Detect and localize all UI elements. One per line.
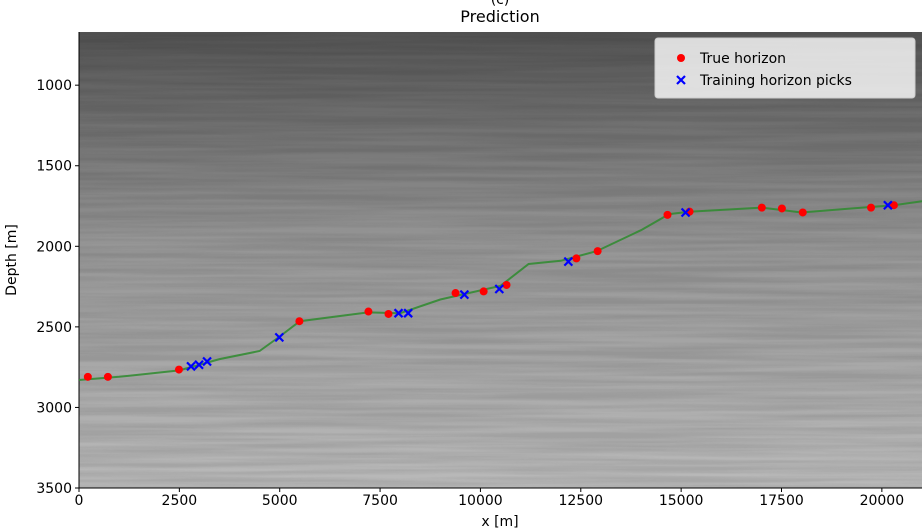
point-marker: [103, 372, 112, 381]
x-tick-label: 15000: [659, 493, 704, 509]
point-marker: [798, 208, 807, 217]
cross-marker: [459, 289, 470, 300]
point-marker: [479, 287, 488, 296]
y-tick-label: 1000: [36, 78, 72, 94]
cross-marker: [494, 284, 505, 294]
y-axis-label: Depth [m]: [4, 224, 20, 296]
point-marker: [384, 309, 393, 318]
legend-box: [654, 37, 916, 99]
cross-marker: [883, 200, 893, 210]
x-tick-label: 10000: [458, 493, 503, 509]
legend-label: Training horizon picks: [699, 73, 852, 89]
cross-marker: [186, 361, 196, 372]
y-tick-label: 2000: [36, 239, 72, 255]
x-tick-label: 5000: [262, 493, 298, 509]
x-tick-label: 12500: [559, 493, 604, 509]
point-marker: [451, 289, 460, 298]
point-marker: [83, 372, 92, 381]
cross-marker: [403, 308, 413, 318]
x-tick-label: 20000: [860, 493, 905, 509]
panel-label: (c): [491, 0, 510, 8]
y-tick-label: 3500: [36, 481, 72, 497]
point-marker: [663, 210, 672, 219]
legend-label: True horizon: [699, 51, 786, 67]
cross-marker: [680, 207, 691, 218]
y-tick-label: 1500: [36, 159, 72, 175]
point-marker: [677, 54, 685, 62]
point-marker: [572, 254, 581, 263]
x-tick-label: 7500: [362, 493, 398, 509]
y-tick-label: 3000: [36, 400, 72, 416]
cross-marker: [274, 332, 285, 343]
cross-marker: [676, 75, 686, 85]
point-marker: [174, 365, 183, 374]
x-tick-label: 2500: [162, 493, 198, 509]
point-marker: [757, 203, 766, 212]
y-tick-label: 2500: [36, 320, 72, 336]
point-marker: [364, 307, 373, 316]
point-marker: [889, 201, 898, 210]
cross-marker: [393, 308, 404, 318]
x-tick-label: 0: [75, 493, 84, 509]
cross-marker: [563, 256, 574, 267]
point-marker: [502, 280, 511, 289]
cross-marker: [202, 356, 212, 367]
cross-marker: [194, 359, 204, 370]
x-axis-label: x [m]: [481, 514, 518, 530]
point-marker: [867, 203, 876, 212]
seismic-image: [79, 32, 922, 488]
legend: True horizon Training horizon picks: [654, 37, 916, 99]
point-marker: [295, 317, 304, 326]
point-marker: [593, 247, 602, 256]
x-tick-label: 17500: [759, 493, 804, 509]
chart-title: Prediction: [460, 7, 539, 26]
point-marker: [777, 204, 786, 213]
